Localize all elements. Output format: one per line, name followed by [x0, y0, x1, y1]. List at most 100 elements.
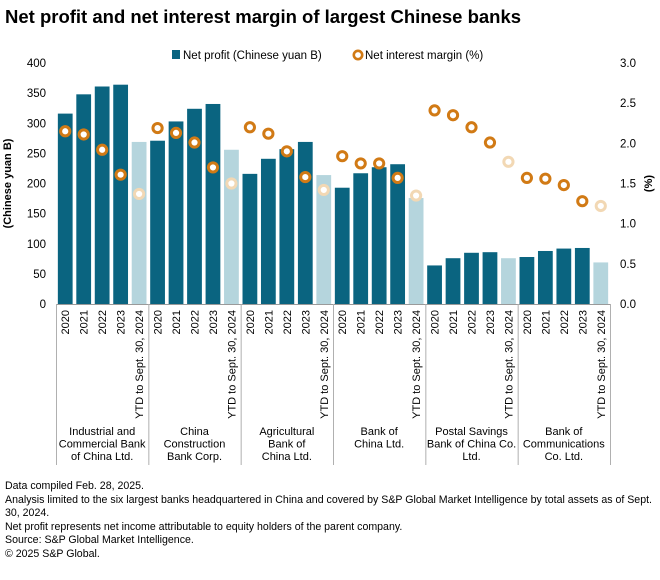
- nim-point: [299, 170, 312, 184]
- net-profit-bar: [316, 175, 332, 304]
- nim-point: [336, 150, 349, 163]
- period-tick-label: 2020: [522, 310, 534, 334]
- nim-point: [151, 121, 164, 135]
- net-profit-bar: [168, 121, 184, 304]
- period-tick-label: 2022: [190, 310, 202, 334]
- group-label: of China Ltd.: [71, 451, 133, 463]
- period-tick-label: 2021: [356, 310, 368, 334]
- group-label: China Ltd.: [262, 451, 312, 463]
- y2-tick-label: 3.0: [620, 58, 636, 70]
- y-tick-label: 50: [33, 269, 46, 281]
- net-profit-bar: [297, 141, 313, 304]
- period-tick-label: 2020: [153, 310, 165, 334]
- period-tick-label: 2023: [208, 310, 220, 334]
- period-tick-label: 2022: [374, 310, 386, 334]
- bar-dot-chart: 0 50 100 150 200 250 300 350 400 0.0 0.5 1.0 1.5 2.0 2…: [2, 49, 655, 465]
- legend-dot-label: Net interest margin (%): [365, 50, 483, 62]
- period-tick-label: 2020: [337, 310, 349, 334]
- nim-point: [59, 125, 72, 138]
- y-axis-title: (Chinese yuan B): [2, 138, 14, 228]
- net-profit-bar: [408, 197, 424, 304]
- note-copyright: © 2025 S&P Global.: [5, 547, 100, 560]
- period-tick-label: 2022: [282, 310, 294, 334]
- y-tick-label: 150: [27, 209, 46, 221]
- period-tick-label: 2023: [485, 310, 497, 334]
- note-date: Data compiled Feb. 28, 2025.: [5, 480, 144, 492]
- y-tick-label: 300: [27, 118, 46, 130]
- group-label: China: [180, 426, 210, 438]
- period-tick-label: YTD to Sept. 30, 2024: [226, 310, 238, 419]
- legend-bar-label: Net profit (Chinese yuan B): [183, 50, 322, 62]
- net-profit-bar: [501, 258, 516, 304]
- bars-layer: [57, 84, 609, 304]
- group-label: China Ltd.: [354, 439, 404, 451]
- period-tick-label: 2020: [245, 310, 257, 334]
- group-label: Bank Corp.: [167, 451, 222, 463]
- net-profit-bar: [556, 248, 572, 304]
- period-tick-label: YTD to Sept. 30, 2024: [411, 310, 423, 419]
- nim-point: [557, 179, 570, 192]
- nim-point: [539, 172, 552, 185]
- y2-tick-label: 2.0: [620, 138, 636, 150]
- y2-tick-label: 1.5: [620, 179, 636, 191]
- group-label: Bank of China Co.: [427, 439, 516, 451]
- group-label: Commercial Bank: [59, 439, 146, 451]
- nim-point: [114, 168, 127, 181]
- y2-tick-label: 2.5: [620, 98, 636, 110]
- net-profit-bar: [593, 262, 609, 304]
- nim-point: [96, 143, 109, 156]
- net-profit-bar: [57, 113, 73, 304]
- net-profit-bar: [187, 108, 202, 304]
- nim-point: [262, 127, 275, 140]
- nim-point: [133, 187, 146, 201]
- nim-point: [77, 128, 90, 141]
- nim-point: [354, 157, 367, 170]
- y-tick-label: 0: [40, 299, 46, 311]
- nim-point: [391, 171, 404, 184]
- group-label: Agricultural: [259, 426, 314, 438]
- legend-bar-swatch: [172, 50, 180, 59]
- nim-point: [280, 145, 293, 158]
- y-tick-label: 250: [27, 148, 46, 160]
- nim-point: [169, 126, 183, 139]
- note-source: Source: S&P Global Market Intelligence.: [5, 534, 194, 546]
- period-tick-label: YTD to Sept. 30, 2024: [596, 310, 608, 419]
- net-profit-bar: [371, 167, 387, 304]
- y2-tick-label: 1.0: [620, 219, 636, 231]
- period-tick-label: 2022: [97, 310, 109, 334]
- period-tick-label: 2021: [263, 310, 275, 334]
- y-tick-label: 100: [27, 239, 46, 251]
- period-tick-label: 2020: [430, 310, 442, 334]
- group-label: Co. Ltd.: [545, 451, 584, 463]
- net-profit-bar: [445, 258, 461, 304]
- nim-point: [576, 195, 589, 208]
- legend: Net profit (Chinese yuan B) Net interest …: [172, 49, 483, 62]
- period-tick-label: 2022: [559, 310, 571, 334]
- y-tick-label: 350: [27, 88, 46, 100]
- nim-point: [483, 136, 497, 149]
- period-tick-label: YTD to Sept. 30, 2024: [134, 310, 146, 419]
- period-tick-label: 2021: [79, 310, 91, 334]
- y2-axis-title: (%): [643, 175, 655, 192]
- net-profit-bar: [574, 247, 590, 304]
- nim-point: [428, 104, 441, 117]
- group-label: Postal Savings: [435, 426, 508, 438]
- nim-point: [465, 121, 478, 134]
- net-profit-bar: [94, 86, 110, 304]
- period-tick-label: 2021: [448, 310, 460, 334]
- nim-point: [410, 189, 423, 202]
- net-profit-bar: [464, 252, 479, 304]
- nim-point: [520, 171, 534, 184]
- net-profit-bar: [279, 149, 295, 304]
- group-label: Construction: [164, 439, 226, 451]
- net-profit-bar: [76, 94, 92, 304]
- chart-notes: Data compiled Feb. 28, 2025. Analysis li…: [5, 480, 655, 561]
- nim-point: [225, 177, 238, 190]
- y-tick-label: 400: [27, 58, 46, 70]
- period-tick-label: YTD to Sept. 30, 2024: [319, 310, 331, 419]
- net-profit-bar: [113, 84, 129, 304]
- note-definition: Net profit represents net income attribu…: [5, 520, 403, 533]
- axes-layer: 0 50 100 150 200 250 300 350 400 0.0 0.5 1.0 1.5 2.0 2…: [2, 58, 655, 465]
- group-label: Bank of: [268, 439, 306, 451]
- net-profit-bar: [353, 173, 369, 304]
